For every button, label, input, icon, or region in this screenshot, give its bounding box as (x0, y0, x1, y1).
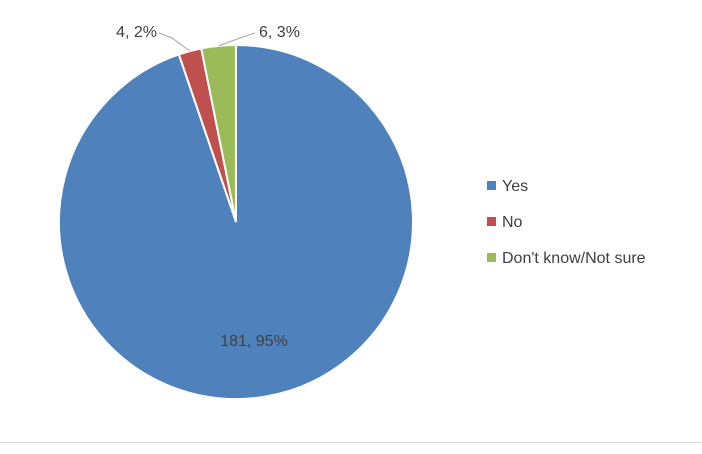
data-labels: 181, 95% 4, 2% 6, 3% (116, 24, 300, 350)
leader-lines (158, 32, 256, 52)
legend: Yes No Don't know/Not sure (487, 178, 646, 267)
bottom-divider (0, 442, 702, 443)
legend-label-no: No (502, 214, 523, 231)
legend-swatch-yes (487, 181, 496, 190)
leader-line-no (158, 32, 191, 52)
leader-line-dont-know (218, 32, 256, 47)
data-label-yes: 181, 95% (220, 333, 288, 350)
pie-slice-yes (58, 43, 414, 400)
data-label-no: 4, 2% (116, 24, 157, 41)
legend-swatch-don-t-know-not-sure (487, 253, 496, 262)
pie-slices (58, 43, 414, 400)
legend-label-don-t-know-not-sure: Don't know/Not sure (502, 250, 646, 267)
legend-label-yes: Yes (502, 178, 528, 195)
data-label-dont-know: 6, 3% (259, 24, 300, 41)
legend-swatch-no (487, 217, 496, 226)
